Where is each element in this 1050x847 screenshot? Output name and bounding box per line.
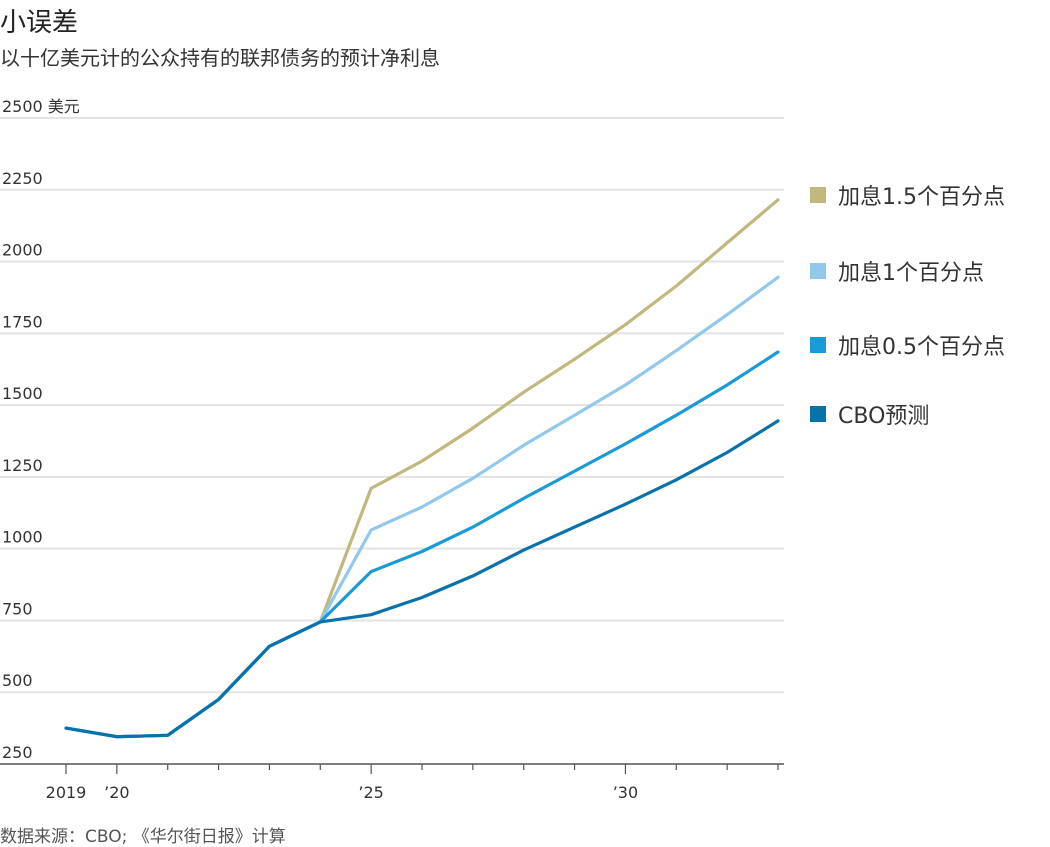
- legend-label: 加息1个百分点: [838, 261, 984, 286]
- x-tick-label: 2019: [46, 783, 87, 802]
- x-tick-label: ’20: [104, 783, 129, 802]
- legend-swatch: [810, 187, 826, 203]
- y-tick-label: 2000: [2, 241, 43, 260]
- y-tick-label: 750: [2, 599, 33, 618]
- series-line: [64, 419, 780, 739]
- x-tick-label: ’30: [613, 783, 638, 802]
- y-tick-label: 2500 美元: [2, 97, 80, 116]
- y-tick-label: 1750: [2, 312, 43, 331]
- legend-swatch: [810, 337, 826, 353]
- series-line: [64, 198, 780, 739]
- legend-swatch: [810, 263, 826, 279]
- y-tick-label: 2250: [2, 169, 43, 188]
- y-axis-ticks: 250 500 750 1000 1250 1500 1750 2000 2250 2500 美元: [2, 97, 80, 762]
- x-tick-label: ’25: [358, 783, 383, 802]
- series-line: [64, 350, 780, 739]
- x-axis: 2019 ’20 ’25 ’30: [0, 763, 784, 802]
- legend-label: CBO预测: [838, 404, 929, 429]
- chart-title: 小误差: [0, 8, 79, 38]
- y-tick-label: 500: [2, 671, 33, 690]
- y-tick-label: 1250: [2, 456, 43, 475]
- y-tick-label: 250: [2, 743, 33, 762]
- source-note: 数据来源：CBO; 《华尔街日报》计算: [0, 827, 286, 847]
- y-tick-label: 1000: [2, 528, 43, 547]
- gridlines: [0, 117, 784, 694]
- y-tick-label: 1500: [2, 384, 43, 403]
- series-line: [64, 275, 780, 739]
- series-lines: [64, 198, 780, 739]
- chart-subtitle: 以十亿美元计的公众持有的联邦债务的预计净利息: [0, 46, 440, 70]
- legend-label: 加息1.5个百分点: [838, 185, 1005, 210]
- legend-label: 加息0.5个百分点: [838, 335, 1005, 360]
- legend-swatch: [810, 406, 826, 422]
